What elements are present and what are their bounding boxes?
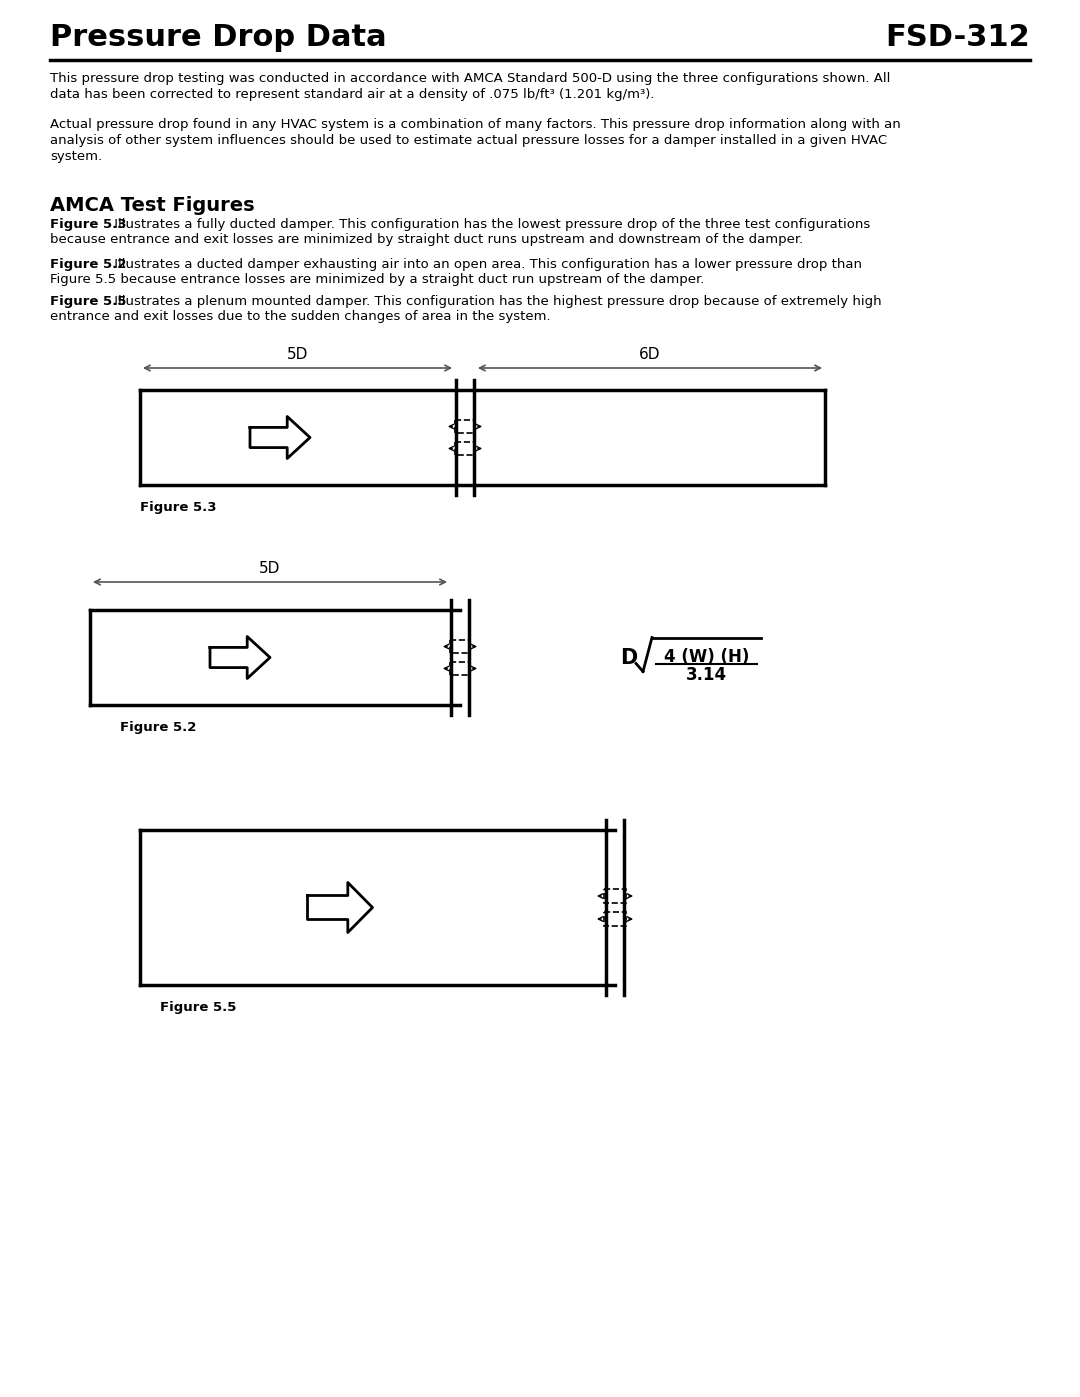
Text: analysis of other system influences should be used to estimate actual pressure l: analysis of other system influences shou… — [50, 134, 887, 147]
Text: Figure 5.2: Figure 5.2 — [120, 721, 197, 733]
Text: entrance and exit losses due to the sudden changes of area in the system.: entrance and exit losses due to the sudd… — [50, 310, 551, 323]
Text: FSD-312: FSD-312 — [886, 22, 1030, 52]
Text: Figure 5.5 because entrance losses are minimized by a straight duct run upstream: Figure 5.5 because entrance losses are m… — [50, 272, 704, 286]
Text: system.: system. — [50, 149, 103, 163]
Text: Figure 5.3: Figure 5.3 — [140, 502, 216, 514]
Bar — [455, 420, 475, 433]
Text: Illustrates a plenum mounted damper. This configuration has the highest pressure: Illustrates a plenum mounted damper. Thi… — [110, 295, 881, 307]
Text: Figure 5.2: Figure 5.2 — [50, 258, 126, 271]
Bar — [455, 441, 475, 455]
Text: Illustrates a fully ducted damper. This configuration has the lowest pressure dr: Illustrates a fully ducted damper. This … — [110, 218, 870, 231]
Text: 5D: 5D — [287, 346, 308, 362]
Text: AMCA Test Figures: AMCA Test Figures — [50, 196, 255, 215]
Text: data has been corrected to represent standard air at a density of .075 lb/ft³ (1: data has been corrected to represent sta… — [50, 88, 654, 101]
Text: 4 (W) (H): 4 (W) (H) — [664, 647, 750, 665]
Text: 5D: 5D — [259, 562, 281, 576]
Text: 3.14: 3.14 — [686, 666, 727, 685]
Text: Illustrates a ducted damper exhausting air into an open area. This configuration: Illustrates a ducted damper exhausting a… — [110, 258, 862, 271]
Text: Figure 5.5: Figure 5.5 — [160, 1002, 237, 1014]
Text: Figure 5.5: Figure 5.5 — [50, 295, 126, 307]
Text: This pressure drop testing was conducted in accordance with AMCA Standard 500-D : This pressure drop testing was conducted… — [50, 73, 890, 85]
Text: 6D: 6D — [639, 346, 661, 362]
Bar — [450, 640, 470, 652]
Bar — [450, 662, 470, 675]
Bar — [604, 888, 626, 902]
Bar — [604, 912, 626, 926]
Text: Actual pressure drop found in any HVAC system is a combination of many factors. : Actual pressure drop found in any HVAC s… — [50, 117, 901, 131]
Text: Pressure Drop Data: Pressure Drop Data — [50, 22, 387, 52]
Text: because entrance and exit losses are minimized by straight duct runs upstream an: because entrance and exit losses are min… — [50, 233, 804, 246]
Text: Figure 5.3: Figure 5.3 — [50, 218, 126, 231]
Text: D: D — [620, 647, 637, 668]
